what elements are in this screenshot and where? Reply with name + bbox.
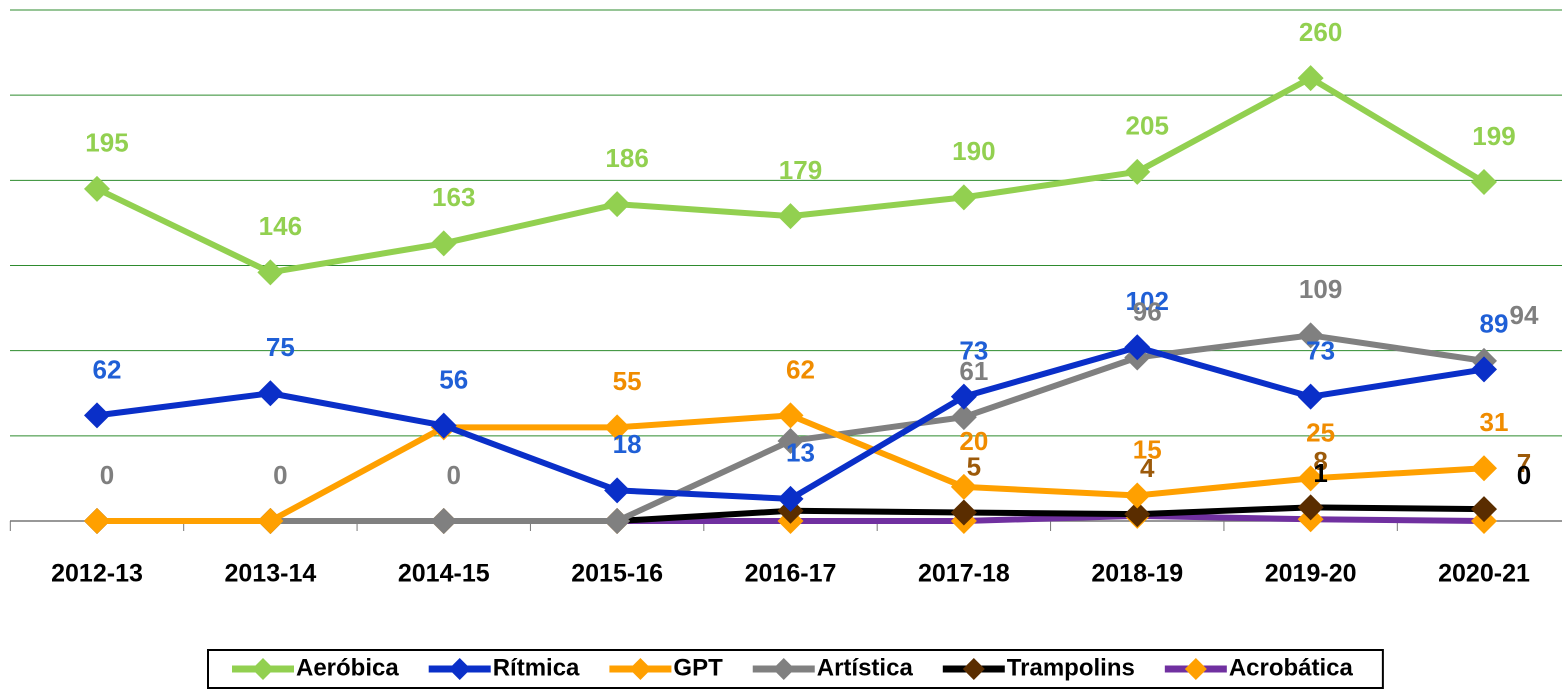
marker	[777, 485, 804, 512]
marker	[257, 259, 284, 286]
legend-marker	[629, 658, 652, 680]
data-label: 163	[432, 182, 475, 212]
marker	[1297, 494, 1324, 521]
data-label: 195	[85, 128, 128, 158]
x-tick-label: 2013-14	[225, 560, 317, 588]
data-label: 31	[1480, 407, 1509, 437]
marker	[1124, 158, 1151, 185]
data-label: 8	[1313, 446, 1327, 476]
marker	[1124, 501, 1151, 528]
data-label: 13	[786, 438, 815, 468]
x-tick-label: 2019-20	[1265, 560, 1357, 588]
marker	[604, 414, 631, 441]
legend-marker	[448, 658, 471, 680]
data-label: 55	[613, 366, 642, 396]
marker	[430, 412, 457, 439]
x-tick-label: 2016-17	[745, 560, 837, 588]
legend-marker	[962, 658, 985, 680]
marker	[777, 427, 804, 454]
legend-label: Rítmica	[493, 654, 580, 681]
marker	[84, 175, 110, 202]
legend-marker	[252, 658, 274, 680]
marker	[1297, 322, 1324, 349]
legend-label: GPT	[673, 654, 723, 681]
marker	[1471, 356, 1497, 383]
legend: Aeróbica Rítmica GPT Artística Trampolins Acr…	[207, 649, 1384, 689]
x-tick-label: 2012-13	[51, 560, 143, 588]
marker	[777, 402, 804, 429]
marker	[1297, 65, 1324, 92]
data-label: 62	[786, 354, 815, 384]
legend-label: Artística	[817, 654, 914, 681]
data-label: 0	[100, 460, 114, 490]
marker	[257, 508, 284, 534]
marker	[1297, 465, 1324, 492]
marker	[1124, 482, 1151, 509]
data-label: 15	[1133, 434, 1162, 464]
marker	[777, 203, 804, 230]
marker	[604, 191, 631, 218]
legend-label: Acrobática	[1229, 654, 1354, 681]
x-tick-label: 2017-18	[918, 560, 1010, 588]
marker	[950, 184, 977, 211]
data-label: 190	[952, 136, 995, 166]
marker	[84, 508, 110, 534]
data-label: 179	[779, 155, 822, 185]
data-label: 5	[967, 451, 981, 481]
marker	[430, 230, 457, 257]
data-label: 62	[93, 354, 122, 384]
data-label: 199	[1472, 121, 1515, 151]
data-label: 205	[1126, 111, 1169, 141]
data-label: 94	[1510, 300, 1539, 330]
data-label: 260	[1299, 17, 1342, 47]
marker	[1471, 496, 1497, 523]
x-tick-label: 2018-19	[1091, 560, 1183, 588]
marker	[1297, 383, 1324, 410]
data-label: 1	[1313, 458, 1327, 488]
x-tick-label: 2020-21	[1438, 560, 1530, 588]
data-label: 18	[613, 429, 642, 459]
data-label: 96	[1133, 296, 1162, 326]
data-label: 186	[605, 143, 648, 173]
data-label: 0	[273, 460, 287, 490]
marker	[1124, 334, 1151, 361]
x-tick-label: 2015-16	[571, 560, 663, 588]
legend-marker	[1184, 658, 1207, 680]
data-label: 7	[1517, 448, 1531, 478]
marker	[604, 508, 631, 534]
marker	[950, 383, 977, 410]
data-label: 102	[1126, 286, 1169, 316]
data-label: 56	[439, 364, 468, 394]
marker	[950, 499, 977, 526]
data-label: 73	[1306, 336, 1335, 366]
data-label: 25	[1306, 417, 1335, 447]
data-label: 20	[959, 426, 988, 456]
data-label: 4	[1140, 453, 1155, 483]
marker	[604, 477, 631, 504]
data-label: 73	[959, 336, 988, 366]
data-label: 0	[1517, 460, 1531, 490]
marker	[430, 508, 457, 534]
data-label: 0	[447, 460, 461, 490]
marker	[1471, 169, 1497, 196]
data-label: 75	[266, 332, 295, 362]
marker	[257, 380, 284, 407]
legend-marker	[772, 658, 795, 680]
x-tick-label: 2014-15	[398, 560, 490, 588]
data-label: 61	[959, 356, 988, 386]
marker	[950, 473, 977, 500]
legend-label: Aeróbica	[296, 654, 399, 681]
data-label: 109	[1299, 274, 1342, 304]
marker	[84, 402, 110, 429]
marker	[950, 404, 977, 431]
legend-label: Trampolins	[1007, 654, 1135, 681]
data-label: 146	[259, 211, 302, 241]
data-label: 89	[1480, 308, 1509, 338]
marker	[1471, 455, 1497, 482]
